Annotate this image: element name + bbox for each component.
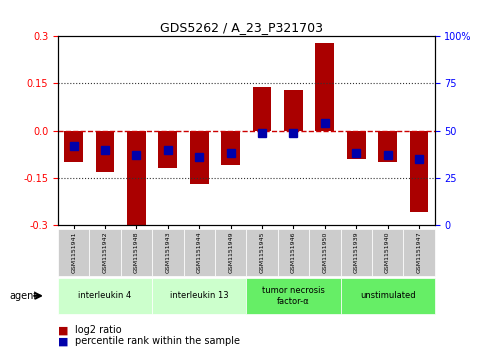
Bar <box>284 90 303 131</box>
Text: GSM1151941: GSM1151941 <box>71 232 76 273</box>
Text: ■: ■ <box>58 325 69 335</box>
Text: GSM1151947: GSM1151947 <box>416 232 422 273</box>
Text: ■: ■ <box>58 336 69 346</box>
Text: GSM1151945: GSM1151945 <box>259 232 265 273</box>
Text: GSM1151939: GSM1151939 <box>354 232 359 273</box>
Text: interleukin 13: interleukin 13 <box>170 291 228 300</box>
Bar <box>378 131 397 162</box>
Bar <box>347 131 366 159</box>
Text: GDS5262 / A_23_P321703: GDS5262 / A_23_P321703 <box>160 21 323 34</box>
Text: unstimulated: unstimulated <box>360 291 415 300</box>
Text: GSM1151950: GSM1151950 <box>322 232 327 273</box>
Bar <box>127 131 146 225</box>
Bar <box>64 131 83 162</box>
Text: GSM1151942: GSM1151942 <box>102 232 108 273</box>
Text: agent: agent <box>10 291 38 301</box>
Bar <box>96 131 114 172</box>
Text: percentile rank within the sample: percentile rank within the sample <box>75 336 240 346</box>
Text: GSM1151948: GSM1151948 <box>134 232 139 273</box>
Text: GSM1151944: GSM1151944 <box>197 232 202 273</box>
Bar <box>315 42 334 131</box>
Text: GSM1151946: GSM1151946 <box>291 232 296 273</box>
Text: tumor necrosis
factor-α: tumor necrosis factor-α <box>262 286 325 306</box>
Text: GSM1151943: GSM1151943 <box>165 232 170 273</box>
Bar <box>410 131 428 212</box>
Text: interleukin 4: interleukin 4 <box>78 291 132 300</box>
Text: log2 ratio: log2 ratio <box>75 325 122 335</box>
Bar <box>158 131 177 168</box>
Bar <box>221 131 240 165</box>
Text: GSM1151940: GSM1151940 <box>385 232 390 273</box>
Text: GSM1151949: GSM1151949 <box>228 232 233 273</box>
Bar <box>190 131 209 184</box>
Bar <box>253 87 271 131</box>
